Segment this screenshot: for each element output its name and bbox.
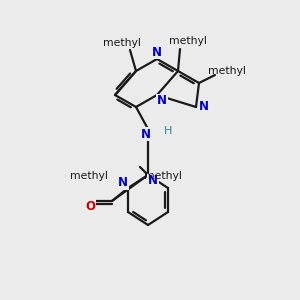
Text: H: H bbox=[164, 126, 172, 136]
Text: methyl: methyl bbox=[169, 36, 207, 46]
Text: O: O bbox=[85, 200, 95, 212]
Text: methyl: methyl bbox=[70, 171, 108, 181]
Text: N: N bbox=[157, 94, 167, 107]
Text: N: N bbox=[148, 173, 158, 187]
Text: methyl: methyl bbox=[144, 171, 182, 181]
Text: N: N bbox=[199, 100, 209, 113]
Text: N: N bbox=[141, 128, 151, 140]
Text: N: N bbox=[118, 176, 128, 190]
Text: N: N bbox=[152, 46, 162, 59]
Text: methyl: methyl bbox=[208, 66, 246, 76]
Text: methyl: methyl bbox=[103, 38, 141, 48]
